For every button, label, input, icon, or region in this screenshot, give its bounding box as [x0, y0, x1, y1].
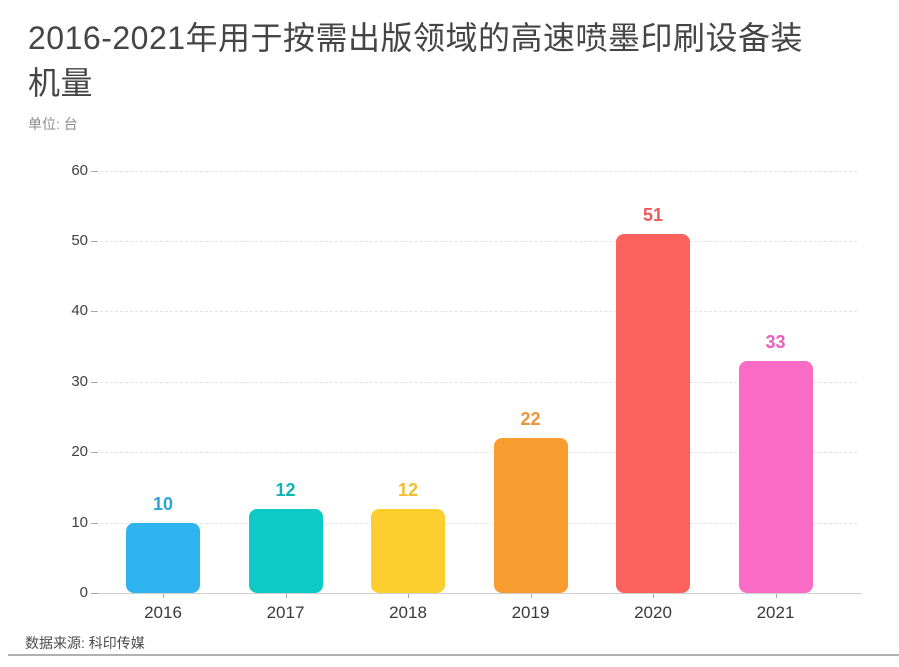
bar-value-label-2019: 22	[520, 409, 541, 430]
bottom-divider	[8, 654, 899, 656]
y-axis-label-50: 50	[71, 232, 88, 249]
y-axis-tick-50	[91, 241, 98, 242]
y-axis-label-30: 30	[71, 372, 88, 390]
bar-2019	[493, 438, 568, 593]
bar-2017	[248, 508, 323, 593]
bar-2018	[371, 508, 445, 593]
x-axis-label-2017: 2017	[266, 603, 305, 622]
x-axis-tick-2017	[285, 594, 287, 598]
y-axis-label-10: 10	[71, 513, 88, 531]
unit-label: 单位: 台	[28, 116, 78, 132]
x-axis-label-2021: 2021	[756, 603, 795, 622]
bar-value-label-2018: 12	[397, 479, 419, 500]
bar-value-label-2017: 12	[275, 479, 296, 500]
gridline-y60	[100, 170, 857, 172]
gridline-y10	[100, 522, 857, 524]
chart-title: 2016-2021年用于按需出版领域的高速喷墨印刷设备装机量	[28, 20, 804, 102]
y-axis-tick-40	[91, 311, 98, 313]
x-axis-tick-2016	[163, 594, 164, 598]
bar-2021	[738, 360, 813, 593]
y-axis-tick-10	[91, 522, 98, 524]
x-axis-label-2016: 2016	[144, 603, 182, 622]
y-axis-tick-20	[91, 452, 98, 454]
x-axis-label-2019: 2019	[511, 603, 550, 622]
bar-2016	[126, 522, 200, 593]
x-axis-line	[98, 593, 862, 594]
x-axis-label-2018: 2018	[389, 603, 427, 622]
y-axis-tick-60	[91, 170, 98, 172]
y-axis-label-60: 60	[71, 161, 88, 179]
gridline-y40	[100, 311, 857, 313]
x-axis-tick-2021	[775, 594, 777, 598]
y-axis-label-40: 40	[71, 302, 88, 320]
x-axis-label-2020: 2020	[634, 603, 672, 622]
y-axis-label-0: 0	[79, 584, 88, 601]
bar-value-label-2020: 51	[642, 204, 664, 225]
gridline-y20	[100, 452, 857, 454]
data-source-label: 数据来源: 科印传媒	[25, 635, 145, 651]
x-axis-tick-2019	[530, 594, 532, 598]
y-axis-tick-30	[91, 381, 98, 383]
y-axis-label-20: 20	[71, 443, 88, 461]
gridline-y30	[100, 381, 857, 383]
x-axis-tick-2018	[408, 594, 409, 598]
bar-2020	[616, 233, 690, 593]
x-axis-tick-2020	[653, 594, 654, 598]
y-axis-tick-0	[91, 593, 98, 594]
gridline-y50	[100, 241, 857, 242]
bar-value-label-2016: 10	[152, 493, 174, 514]
bar-value-label-2021: 33	[765, 331, 786, 352]
